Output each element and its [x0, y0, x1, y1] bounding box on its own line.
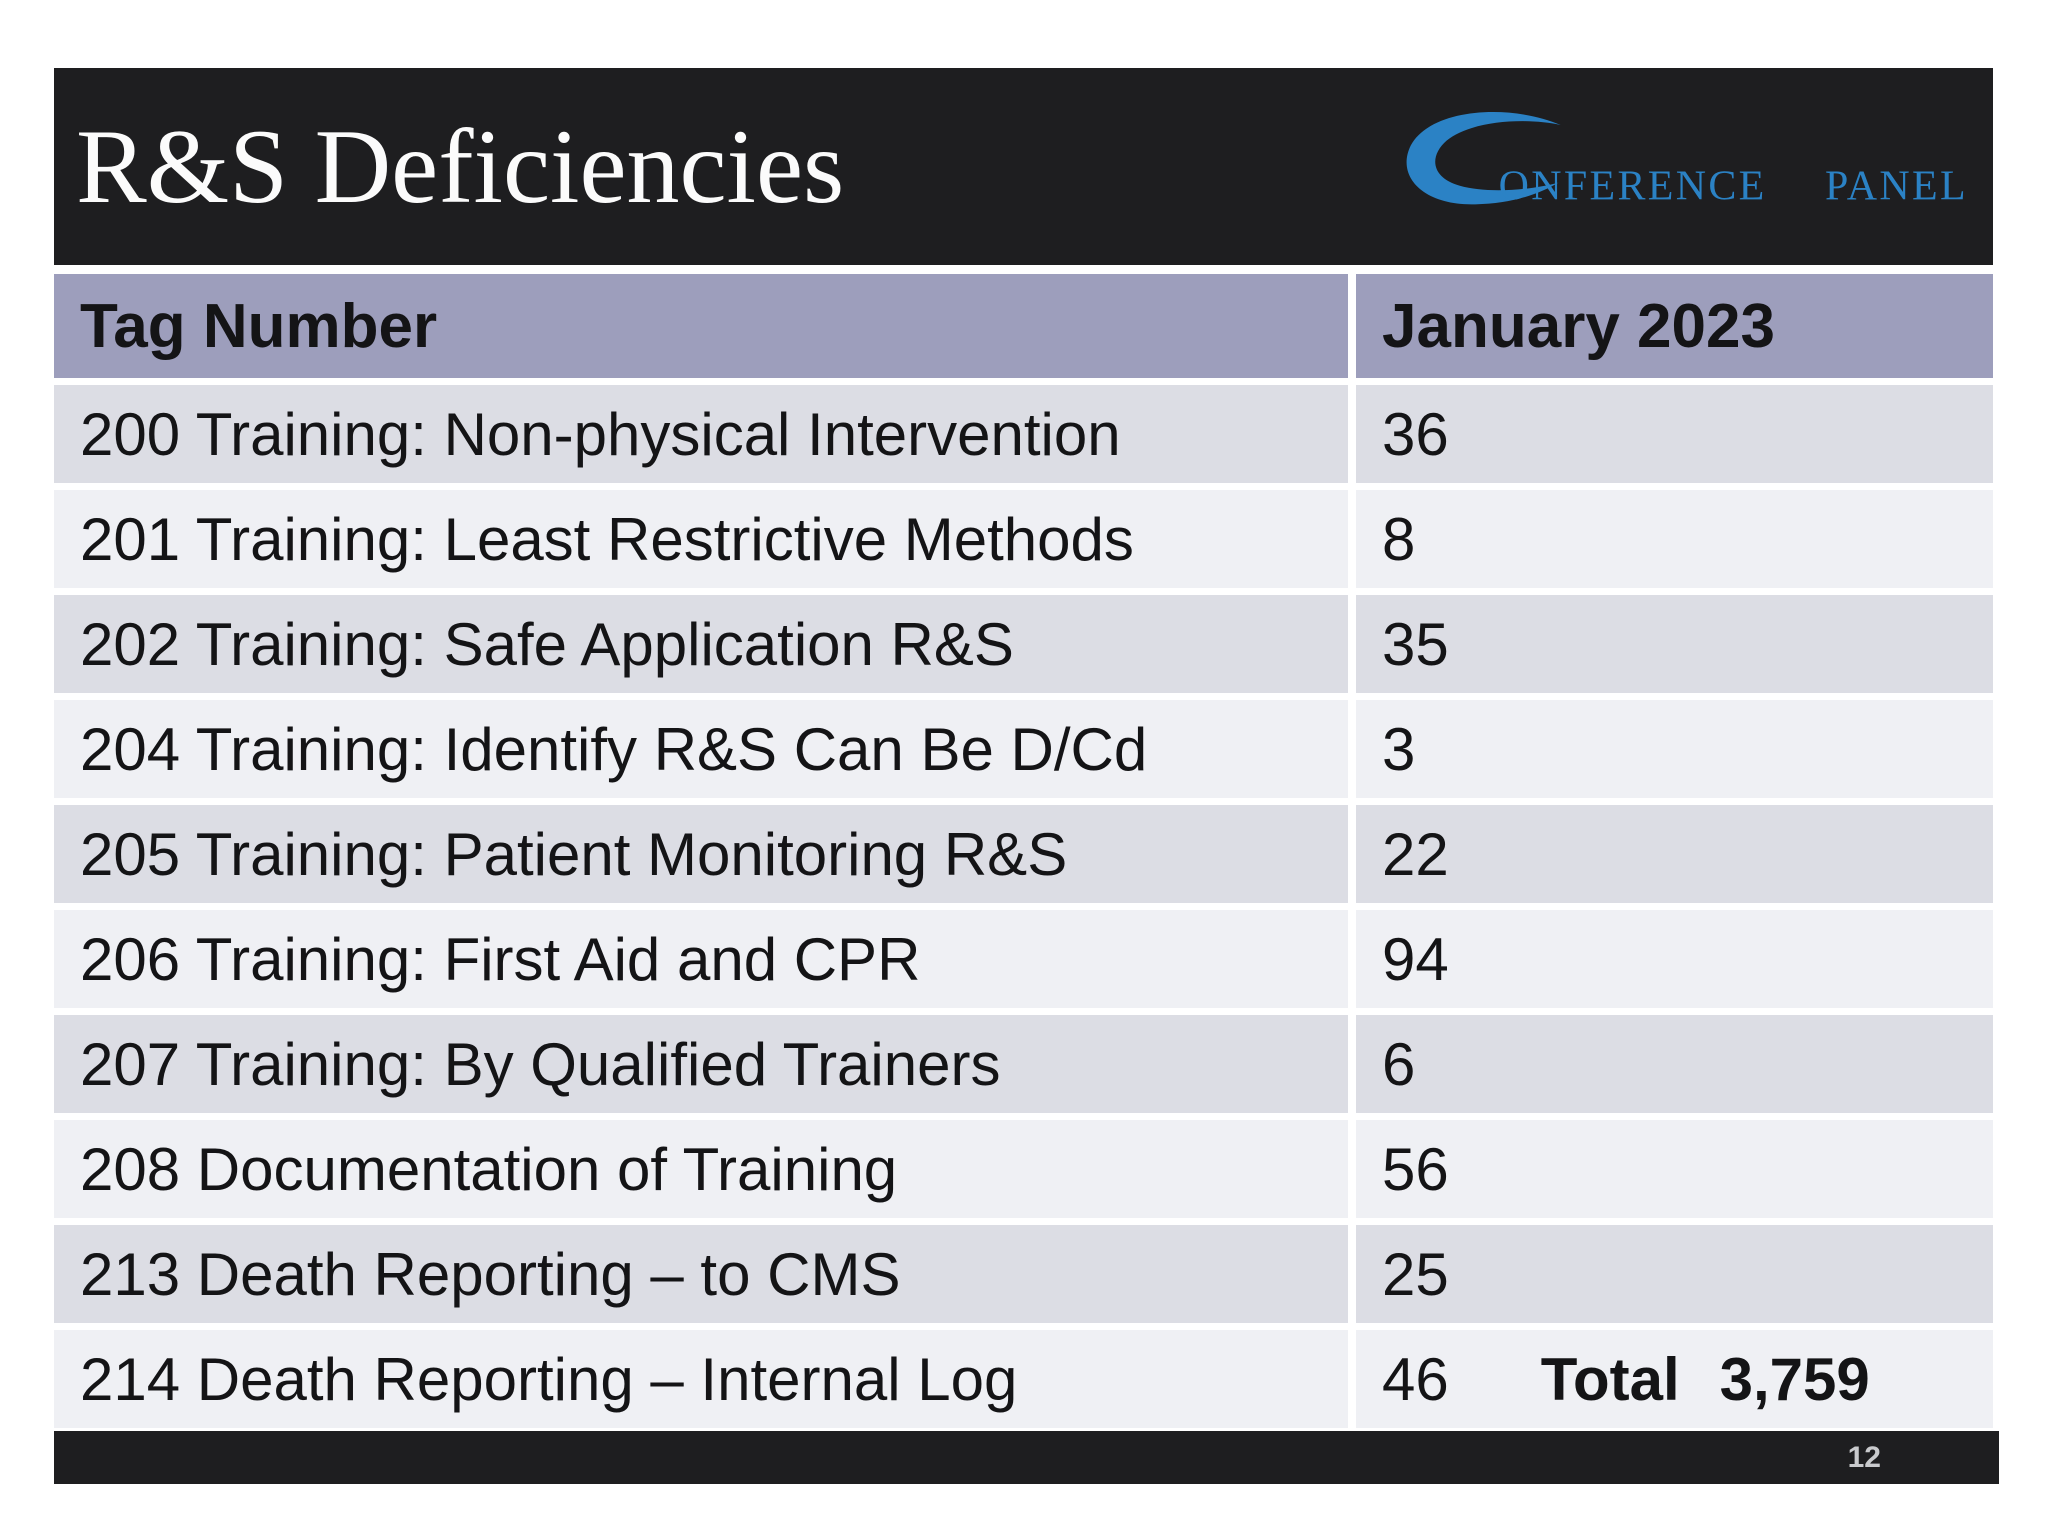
- row-tag: 207 Training: By Qualified Trainers: [54, 1015, 1348, 1113]
- logo-text-panel: PANEL: [1825, 164, 1968, 209]
- row-value-with-total: 46 Total 3,759: [1356, 1330, 1993, 1428]
- logo-text-conference: ONFERENCE: [1499, 164, 1767, 209]
- row-tag: 204 Training: Identify R&S Can Be D/Cd: [54, 700, 1348, 798]
- row-value: 35: [1356, 595, 1993, 693]
- row-value: 25: [1356, 1225, 1993, 1323]
- total-label: Total: [1540, 1345, 1680, 1413]
- page-number: 12: [1847, 1440, 1881, 1474]
- row-value: 46: [1382, 1345, 1449, 1413]
- row-tag: 214 Death Reporting – Internal Log: [54, 1330, 1348, 1428]
- row-tag: 202 Training: Safe Application R&S: [54, 595, 1348, 693]
- row-tag: 201 Training: Least Restrictive Methods: [54, 490, 1348, 588]
- logo-swoosh-icon: [1406, 112, 1561, 205]
- column-header-tag-number: Tag Number: [54, 274, 1348, 378]
- row-value: 36: [1356, 385, 1993, 483]
- logo-graphic: ONFERENCE PANEL: [1406, 112, 1968, 209]
- title-bar: R&S Deficiencies ONFERENCE PANEL: [54, 68, 1993, 265]
- row-tag: 208 Documentation of Training: [54, 1120, 1348, 1218]
- deficiency-table: Tag Number January 2023 200 Training: No…: [54, 274, 1993, 1428]
- footer-bar: 12: [54, 1431, 1999, 1484]
- row-tag: 206 Training: First Aid and CPR: [54, 910, 1348, 1008]
- row-tag: 200 Training: Non-physical Intervention: [54, 385, 1348, 483]
- row-value: 3: [1356, 700, 1993, 798]
- slide-title: R&S Deficiencies: [76, 107, 845, 225]
- row-value: 94: [1356, 910, 1993, 1008]
- conference-panel-logo: ONFERENCE PANEL: [1393, 108, 1985, 209]
- row-tag: 213 Death Reporting – to CMS: [54, 1225, 1348, 1323]
- row-value: 8: [1356, 490, 1993, 588]
- row-tag: 205 Training: Patient Monitoring R&S: [54, 805, 1348, 903]
- total-value: 3,759: [1719, 1345, 1870, 1413]
- row-value: 22: [1356, 805, 1993, 903]
- row-value: 56: [1356, 1120, 1993, 1218]
- column-header-january-2023: January 2023: [1356, 274, 1993, 378]
- row-value: 6: [1356, 1015, 1993, 1113]
